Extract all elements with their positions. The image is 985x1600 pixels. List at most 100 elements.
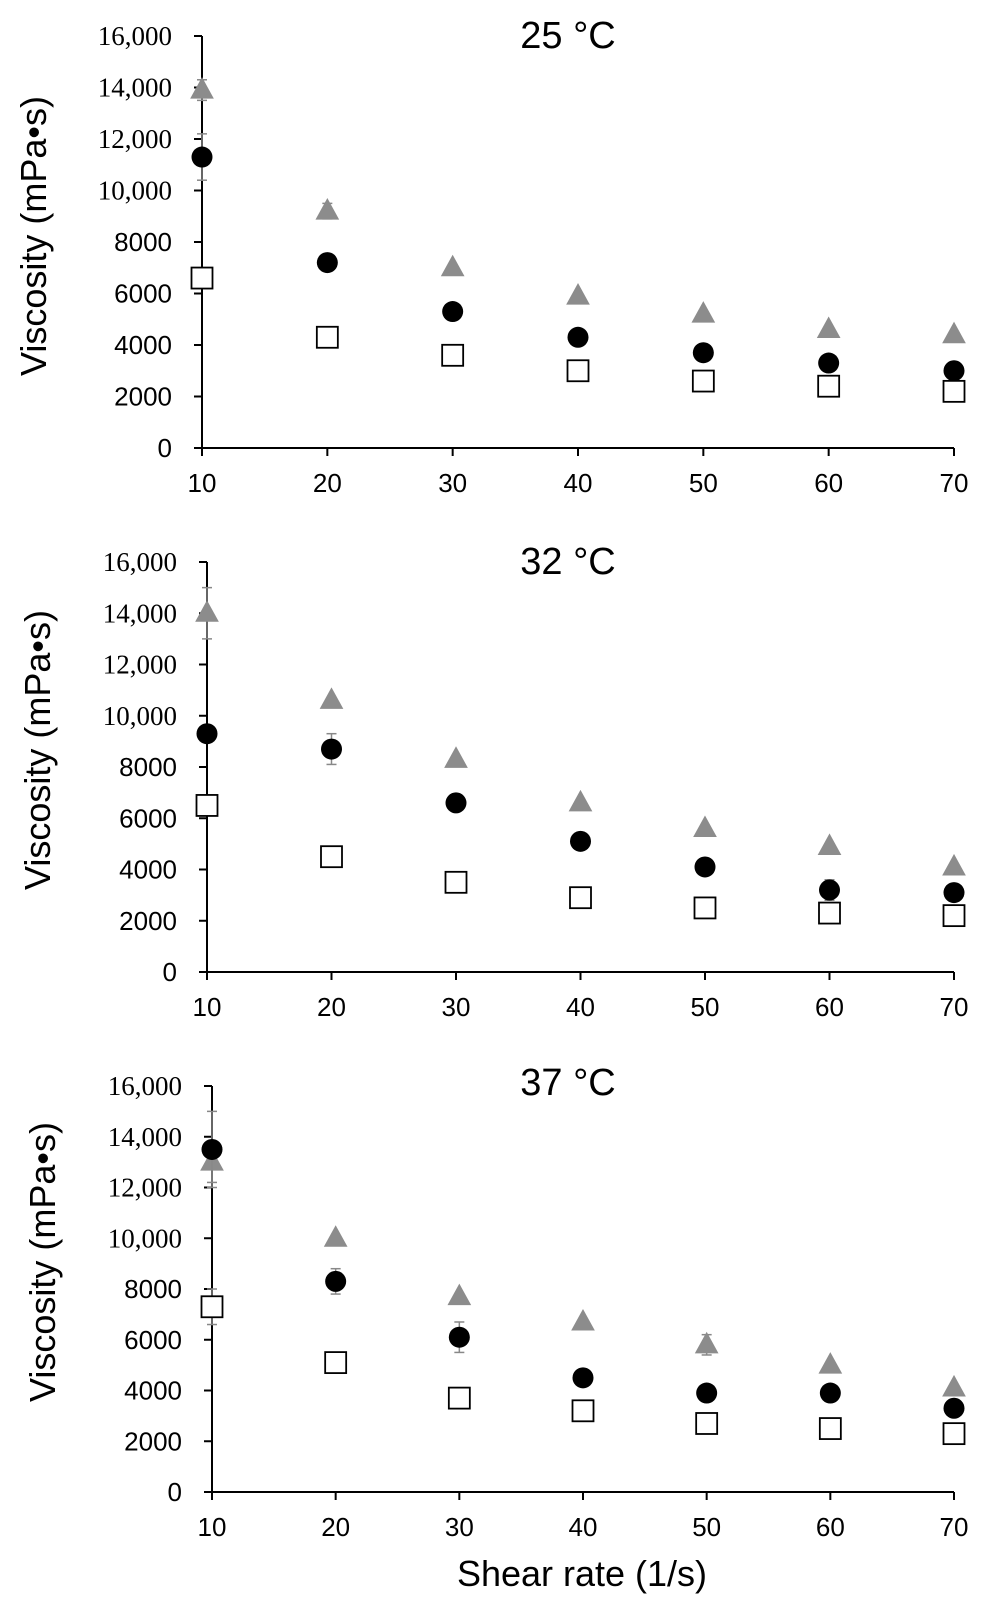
x-tick-label: 40 bbox=[564, 468, 593, 498]
data-point-square bbox=[315, 325, 339, 349]
x-tick-label: 40 bbox=[569, 1512, 598, 1542]
x-tick-label: 20 bbox=[313, 468, 342, 498]
data-point-circle bbox=[692, 342, 714, 364]
series-circle bbox=[191, 133, 965, 382]
y-tick-label: 10,000 bbox=[98, 176, 172, 206]
y-tick-label: 10,000 bbox=[103, 701, 177, 731]
y-tick-label: 12,000 bbox=[108, 1173, 182, 1203]
data-point-triangle bbox=[444, 746, 468, 768]
panel-title: 32 °C bbox=[520, 541, 615, 583]
series-circle bbox=[201, 1110, 965, 1419]
y-tick-label: 0 bbox=[158, 433, 172, 463]
y-tick-label: 4000 bbox=[114, 330, 172, 360]
x-tick-label: 30 bbox=[442, 992, 471, 1022]
x-tick-label: 60 bbox=[814, 468, 843, 498]
data-point-triangle bbox=[440, 254, 465, 277]
data-point-circle bbox=[572, 1367, 594, 1389]
panel-32c: 32 °C Viscosity (mPa•s) 0 2000 4000 6000 800… bbox=[17, 541, 968, 1022]
data-point-square bbox=[195, 794, 219, 817]
y-axis-label: Viscosity (mPa•s) bbox=[13, 96, 54, 376]
x-tick-label: 70 bbox=[940, 992, 969, 1022]
x-tick-label: 50 bbox=[689, 468, 718, 498]
y-tick-label: 12,000 bbox=[98, 124, 172, 154]
y-tick-label: 8000 bbox=[124, 1274, 182, 1304]
x-tick-label: 20 bbox=[317, 992, 346, 1022]
data-point-circle bbox=[943, 1397, 965, 1419]
data-point-circle bbox=[818, 352, 840, 374]
data-point-triangle bbox=[817, 833, 842, 855]
data-point-triangle bbox=[315, 198, 340, 220]
y-tick-label: 4000 bbox=[124, 1376, 182, 1406]
data-point-circle bbox=[442, 301, 464, 323]
data-point-triangle bbox=[195, 600, 219, 622]
x-tick-label: 10 bbox=[193, 992, 222, 1022]
data-point-triangle bbox=[942, 1374, 966, 1397]
data-point-circle bbox=[696, 1382, 718, 1404]
data-point-triangle bbox=[693, 815, 717, 837]
x-tick-label: 50 bbox=[691, 992, 720, 1022]
data-point-circle bbox=[191, 146, 213, 168]
data-point-triangle bbox=[571, 1308, 595, 1331]
data-point-square bbox=[566, 359, 590, 383]
y-tick-label: 6000 bbox=[114, 279, 172, 309]
panel-37c: 37 °C Viscosity (mPa•s) Shear rate (1/s)… bbox=[22, 1062, 968, 1594]
data-point-circle bbox=[943, 360, 965, 382]
x-tick-label: 30 bbox=[438, 468, 467, 498]
data-point-square bbox=[818, 1417, 842, 1440]
series-triangle bbox=[200, 1141, 966, 1397]
data-point-circle bbox=[201, 1138, 223, 1160]
panel-title: 25 °C bbox=[520, 15, 615, 57]
y-tick-label: 14,000 bbox=[103, 598, 177, 628]
data-point-square bbox=[441, 343, 465, 367]
data-point-square bbox=[447, 1386, 471, 1410]
y-axis-label: Viscosity (mPa•s) bbox=[22, 1122, 63, 1402]
y-tick-label: 6000 bbox=[119, 803, 177, 833]
data-point-triangle bbox=[818, 1352, 843, 1374]
data-point-triangle bbox=[190, 77, 214, 99]
y-tick-label: 14,000 bbox=[98, 73, 172, 103]
x-tick-label: 70 bbox=[940, 1512, 969, 1542]
plot-area: 0 2000 4000 6000 8000 10,000 12,000 14,000 16,00… bbox=[103, 547, 969, 1022]
y-tick-label: 8000 bbox=[119, 752, 177, 782]
data-point-square bbox=[691, 369, 715, 393]
data-point-square bbox=[818, 901, 841, 925]
data-point-triangle bbox=[568, 789, 593, 812]
y-tick-label: 2000 bbox=[124, 1426, 182, 1456]
data-point-square bbox=[571, 1399, 595, 1423]
data-point-square bbox=[190, 266, 214, 290]
data-point-circle bbox=[448, 1326, 470, 1348]
y-tick-label: 2000 bbox=[114, 382, 172, 412]
data-point-square bbox=[693, 896, 717, 920]
data-point-circle bbox=[445, 792, 467, 814]
data-point-square bbox=[817, 374, 841, 398]
x-tick-label: 60 bbox=[815, 992, 844, 1022]
data-point-triangle bbox=[942, 321, 966, 344]
data-point-triangle bbox=[319, 687, 344, 709]
x-axis-label: Shear rate (1/s) bbox=[457, 1553, 707, 1594]
data-point-circle bbox=[325, 1270, 347, 1292]
plot-area: 0 2000 4000 6000 8000 10,000 12,000 14,000 16,00… bbox=[98, 21, 969, 498]
panel-title: 37 °C bbox=[520, 1062, 615, 1104]
series-square bbox=[190, 266, 966, 403]
x-tick-label: 60 bbox=[816, 1512, 845, 1542]
data-point-circle bbox=[321, 738, 342, 760]
data-point-circle bbox=[570, 830, 591, 852]
data-point-square bbox=[942, 904, 966, 928]
y-tick-label: 16,000 bbox=[108, 1071, 182, 1101]
data-point-triangle bbox=[691, 301, 716, 323]
data-point-circle bbox=[819, 879, 840, 901]
data-point-square bbox=[695, 1412, 719, 1435]
x-tick-label: 20 bbox=[321, 1512, 350, 1542]
data-point-square bbox=[942, 379, 966, 403]
series-circle bbox=[196, 723, 965, 904]
series-square bbox=[195, 794, 966, 928]
series-square bbox=[200, 1288, 966, 1446]
data-point-triangle bbox=[942, 853, 966, 876]
data-point-square bbox=[320, 845, 343, 869]
data-point-square bbox=[324, 1351, 348, 1374]
data-point-square bbox=[200, 1295, 224, 1319]
y-tick-label: 10,000 bbox=[108, 1223, 182, 1253]
plot-area: 0 2000 4000 6000 8000 10,000 12,000 14,000 16,00… bbox=[108, 1071, 969, 1542]
series-triangle bbox=[195, 586, 966, 876]
